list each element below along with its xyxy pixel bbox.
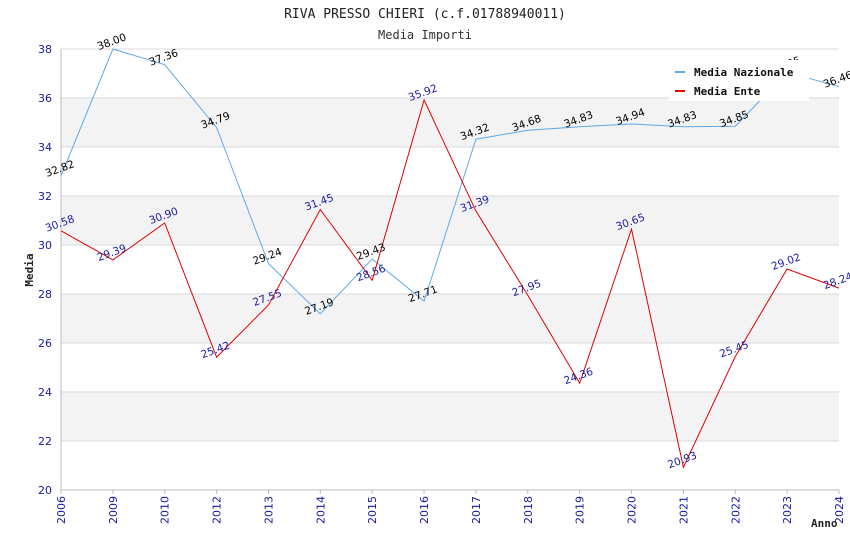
y-tick-label: 34 (38, 141, 52, 154)
series-line-media-nazionale (60, 48, 840, 315)
x-tick-label: 2010 (159, 496, 172, 524)
legend-item-label: Media Nazionale (694, 66, 794, 79)
x-tick-label: 2013 (262, 496, 275, 524)
x-tick-label: 2012 (211, 496, 224, 524)
plot-band (61, 343, 839, 392)
x-tick-label: 2024 (833, 496, 846, 524)
y-tick-label: 30 (38, 239, 52, 252)
plot-background (61, 48, 839, 491)
x-tick-label: 2017 (470, 496, 483, 524)
x-tick-label: 2023 (781, 496, 794, 524)
plot-band (61, 294, 839, 343)
x-tick-label: 2014 (314, 496, 327, 524)
y-tick-label: 24 (38, 386, 52, 399)
chart-subtitle: Media Importi (378, 28, 472, 42)
y-tick-label: 28 (38, 288, 52, 301)
plot-band (61, 98, 839, 147)
legend-box (669, 60, 809, 101)
y-tick-label: 26 (38, 337, 52, 350)
y-tick-label: 20 (38, 484, 52, 497)
y-tick-label: 38 (38, 43, 52, 56)
y-axis-title: Media (23, 253, 36, 286)
x-tick-label: 2016 (418, 496, 431, 524)
x-tick-label: 2022 (729, 496, 742, 524)
y-tick-label: 22 (38, 435, 52, 448)
x-tick-label: 2018 (522, 496, 535, 524)
y-tick-label: 36 (38, 92, 52, 105)
series-lines (60, 48, 840, 469)
plot-band (61, 392, 839, 441)
x-tick-label: 2020 (626, 496, 639, 524)
x-tick-label: 2021 (677, 496, 690, 524)
legend-item-label: Media Ente (694, 85, 761, 98)
legend: Media Nazionale Media Ente (669, 60, 809, 101)
chart-title: RIVA PRESSO CHIERI (c.f.01788940011) (284, 7, 566, 22)
x-axis-title: Anno (811, 517, 838, 530)
x-tick-label: 2015 (366, 496, 379, 524)
series-line-media-ente (60, 98, 840, 469)
plot-band (61, 441, 839, 490)
x-tick-label: 2006 (55, 496, 68, 524)
plot-band (61, 245, 839, 294)
x-tick-label: 2009 (107, 496, 120, 524)
y-tick-label: 32 (38, 190, 52, 203)
x-tick-label: 2019 (574, 496, 587, 524)
